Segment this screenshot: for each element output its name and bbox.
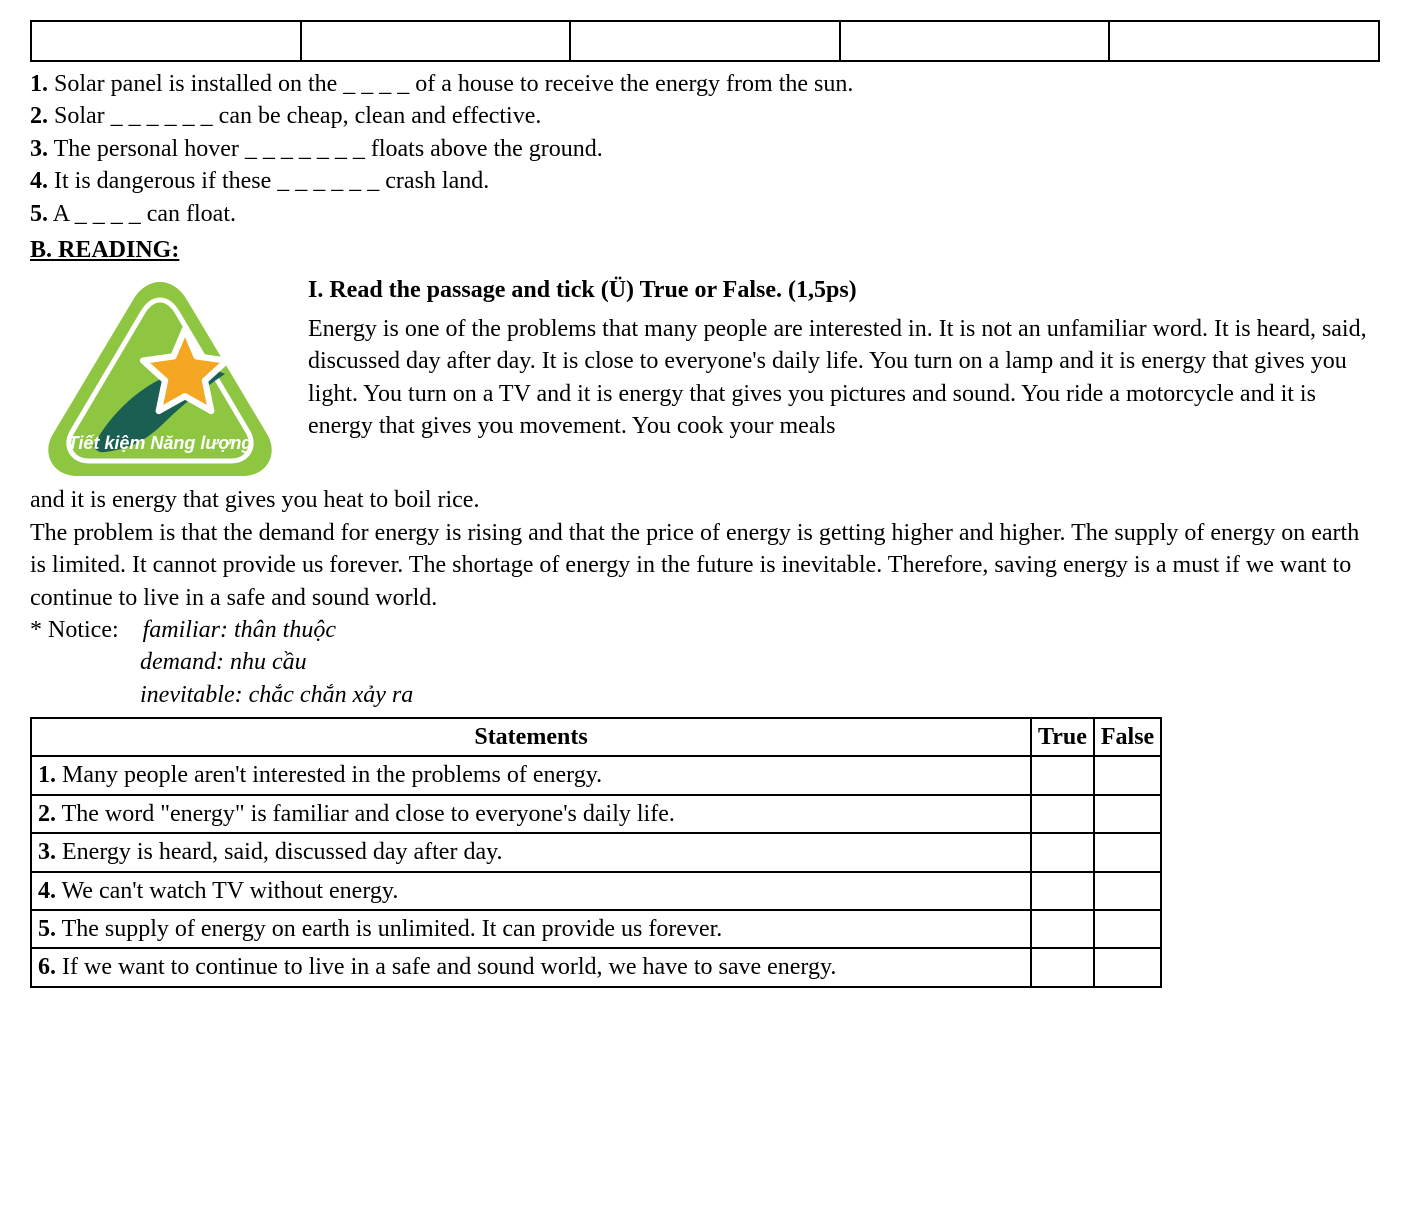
top-cell <box>840 21 1110 61</box>
notice-def-3: inevitable: chắc chắn xảy ra <box>140 679 1380 711</box>
top-cell <box>31 21 301 61</box>
tf-true-box[interactable] <box>1031 756 1094 794</box>
fillin-blank[interactable]: _ _ _ _ <box>75 201 141 227</box>
tf-false-box[interactable] <box>1094 833 1161 871</box>
fillin-after: crash land. <box>385 168 489 194</box>
tf-num: 5. <box>38 916 56 942</box>
fillin-before: Solar <box>54 103 111 129</box>
tf-header-true: True <box>1031 718 1094 756</box>
tf-text: Many people aren't interested in the pro… <box>56 762 602 788</box>
tf-false-box[interactable] <box>1094 872 1161 910</box>
energy-badge-icon: Tiết kiệm Năng lượng <box>35 274 285 484</box>
fillin-blank[interactable]: _ _ _ _ <box>343 71 409 97</box>
fillin-2: 2. Solar _ _ _ _ _ _ can be cheap, clean… <box>30 100 1380 132</box>
tf-stmt: 6. If we want to continue to live in a s… <box>31 948 1031 986</box>
tf-stmt: 5. The supply of energy on earth is unli… <box>31 910 1031 948</box>
fillin-after: can be cheap, clean and effective. <box>219 103 542 129</box>
fillins-block: 1. Solar panel is installed on the _ _ _… <box>30 68 1380 230</box>
tf-text: The supply of energy on earth is unlimit… <box>56 916 722 942</box>
top-cell <box>570 21 840 61</box>
fillin-before: Solar panel is installed on the <box>54 71 343 97</box>
fillin-5: 5. A _ _ _ _ can float. <box>30 198 1380 230</box>
fillin-after: floats above the ground. <box>371 136 603 162</box>
tf-num: 1. <box>38 762 56 788</box>
fillin-num: 1. <box>30 71 48 97</box>
notice-def-1: familiar: thân thuộc <box>143 617 336 643</box>
fillin-3: 3. The personal hover _ _ _ _ _ _ _ floa… <box>30 133 1380 165</box>
fillin-after: can float. <box>147 201 236 227</box>
top-cell <box>301 21 571 61</box>
fillin-4: 4. It is dangerous if these _ _ _ _ _ _ … <box>30 165 1380 197</box>
tf-stmt: 2. The word "energy" is familiar and clo… <box>31 795 1031 833</box>
tf-true-box[interactable] <box>1031 795 1094 833</box>
tf-header-stmt: Statements <box>31 718 1031 756</box>
task-heading: I. Read the passage and tick (Ü) True or… <box>308 274 1380 306</box>
tf-num: 4. <box>38 878 56 904</box>
tf-false-box[interactable] <box>1094 910 1161 948</box>
tf-row: 2. The word "energy" is familiar and clo… <box>31 795 1161 833</box>
fillin-blank[interactable]: _ _ _ _ _ _ <box>277 168 379 194</box>
tf-row: 1. Many people aren't interested in the … <box>31 756 1161 794</box>
passage-p2: The problem is that the demand for energ… <box>30 517 1380 614</box>
tf-false-box[interactable] <box>1094 756 1161 794</box>
tf-row: 5. The supply of energy on earth is unli… <box>31 910 1161 948</box>
tf-stmt: 4. We can't watch TV without energy. <box>31 872 1031 910</box>
reading-text-col: I. Read the passage and tick (Ü) True or… <box>308 274 1380 442</box>
notice-label: * Notice: <box>30 617 119 643</box>
tf-false-box[interactable] <box>1094 795 1161 833</box>
fillin-num: 2. <box>30 103 48 129</box>
passage-cont: and it is energy that gives you heat to … <box>30 484 1380 516</box>
tf-true-box[interactable] <box>1031 833 1094 871</box>
fillin-after: of a house to receive the energy from th… <box>415 71 853 97</box>
tf-row: 4. We can't watch TV without energy. <box>31 872 1161 910</box>
tf-stmt: 3. Energy is heard, said, discussed day … <box>31 833 1031 871</box>
passage-first: Energy is one of the problems that many … <box>308 313 1380 443</box>
tf-true-box[interactable] <box>1031 948 1094 986</box>
fillin-num: 4. <box>30 168 48 194</box>
fillin-blank[interactable]: _ _ _ _ _ _ _ <box>245 136 365 162</box>
tf-text: The word "energy" is familiar and close … <box>56 801 675 827</box>
tf-num: 6. <box>38 954 56 980</box>
notice-block: * Notice: familiar: thân thuộc demand: n… <box>30 614 1380 711</box>
tf-row: 6. If we want to continue to live in a s… <box>31 948 1161 986</box>
tf-false-box[interactable] <box>1094 948 1161 986</box>
fillin-before: It is dangerous if these <box>54 168 277 194</box>
badge-text: Tiết kiệm Năng lượng <box>68 433 253 453</box>
tf-num: 2. <box>38 801 56 827</box>
badge-wrap: Tiết kiệm Năng lượng <box>30 274 290 484</box>
reading-heading: B. READING: <box>30 234 1380 266</box>
fillin-before: The personal hover <box>54 136 245 162</box>
tf-true-box[interactable] <box>1031 910 1094 948</box>
tf-header-false: False <box>1094 718 1161 756</box>
tf-table: Statements True False 1. Many people are… <box>30 717 1162 988</box>
tf-text: Energy is heard, said, discussed day aft… <box>56 839 503 865</box>
tf-true-box[interactable] <box>1031 872 1094 910</box>
fillin-num: 3. <box>30 136 48 162</box>
fillin-blank[interactable]: _ _ _ _ _ _ <box>111 103 213 129</box>
tf-text: We can't watch TV without energy. <box>56 878 398 904</box>
tf-stmt: 1. Many people aren't interested in the … <box>31 756 1031 794</box>
top-cell <box>1109 21 1379 61</box>
tf-num: 3. <box>38 839 56 865</box>
top-empty-table <box>30 20 1380 62</box>
notice-def-2: demand: nhu cầu <box>140 646 1380 678</box>
fillin-num: 5. <box>30 201 48 227</box>
reading-row: Tiết kiệm Năng lượng I. Read the passage… <box>30 274 1380 484</box>
tf-text: If we want to continue to live in a safe… <box>56 954 836 980</box>
top-table-row <box>31 21 1379 61</box>
tf-row: 3. Energy is heard, said, discussed day … <box>31 833 1161 871</box>
fillin-before: A <box>53 201 75 227</box>
fillin-1: 1. Solar panel is installed on the _ _ _… <box>30 68 1380 100</box>
tf-header-row: Statements True False <box>31 718 1161 756</box>
